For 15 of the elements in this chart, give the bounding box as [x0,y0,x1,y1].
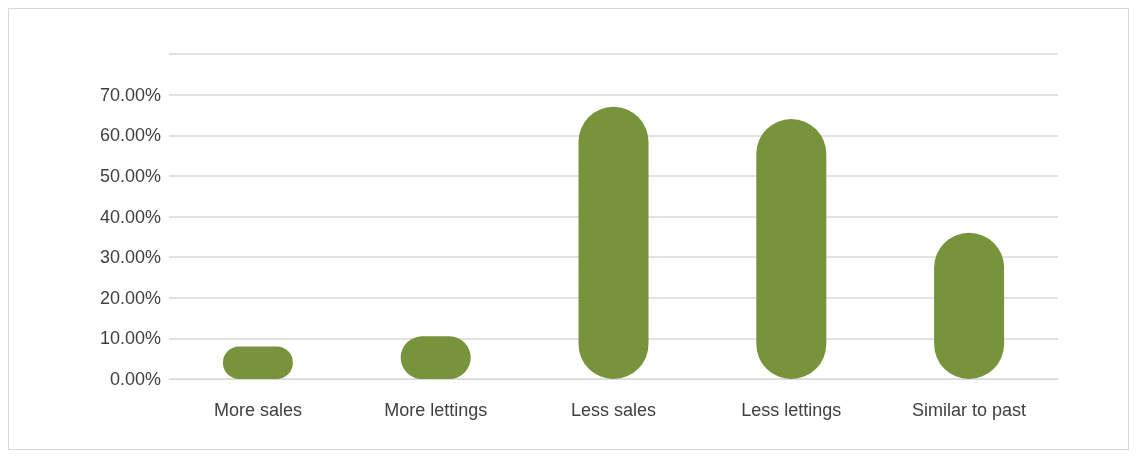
y-tick-label: 40.00% [99,206,161,227]
y-tick-label: 20.00% [99,287,161,308]
y-tick-label: 30.00% [99,247,161,268]
y-tick-label: 0.00% [109,369,161,389]
y-tick-label: 60.00% [99,125,161,146]
x-tick-label: Less lettings [741,400,842,420]
x-tick-label: Similar to past [912,400,1027,420]
x-tick-label: More sales [213,400,302,420]
bar [578,106,649,379]
y-tick-label: 10.00% [99,328,161,349]
y-tick-label: 50.00% [99,165,161,186]
bar [756,119,827,379]
y-tick-label: 70.00% [99,84,161,105]
x-tick-label: Less sales [570,400,657,420]
x-tick-label: More lettings [384,400,488,420]
